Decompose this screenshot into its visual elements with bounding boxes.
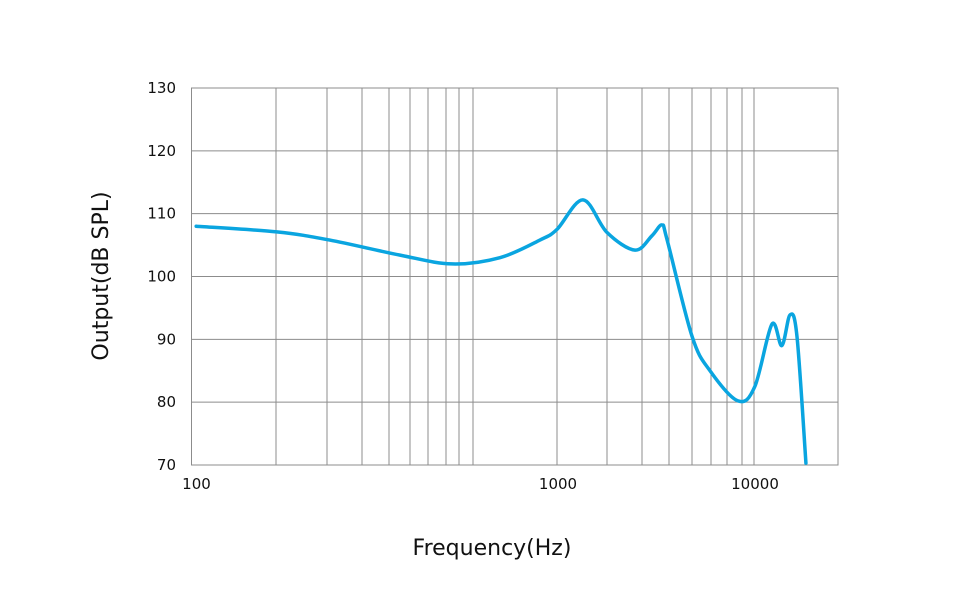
y-tick-label: 70 xyxy=(157,456,176,474)
y-tick-labels: 70 80 90 100 110 120 130 xyxy=(147,79,176,474)
plot-frame xyxy=(191,87,839,466)
y-axis-label: Output(dB SPL) xyxy=(89,191,114,360)
x-tick-label: 100 xyxy=(182,475,211,493)
y-tick-label: 110 xyxy=(147,205,176,223)
y-tick-label: 90 xyxy=(157,330,176,348)
x-axis-label: Frequency(Hz) xyxy=(413,536,572,561)
y-tick-label: 120 xyxy=(147,142,176,160)
y-tick-label: 130 xyxy=(147,79,176,97)
x-tick-labels: 100 1000 10000 xyxy=(182,475,779,493)
grid xyxy=(191,88,838,465)
x-tick-label: 1000 xyxy=(539,475,577,493)
y-tick-label: 100 xyxy=(147,268,176,286)
response-curve xyxy=(194,198,808,465)
y-tick-label: 80 xyxy=(157,393,176,411)
x-tick-label: 10000 xyxy=(731,475,779,493)
